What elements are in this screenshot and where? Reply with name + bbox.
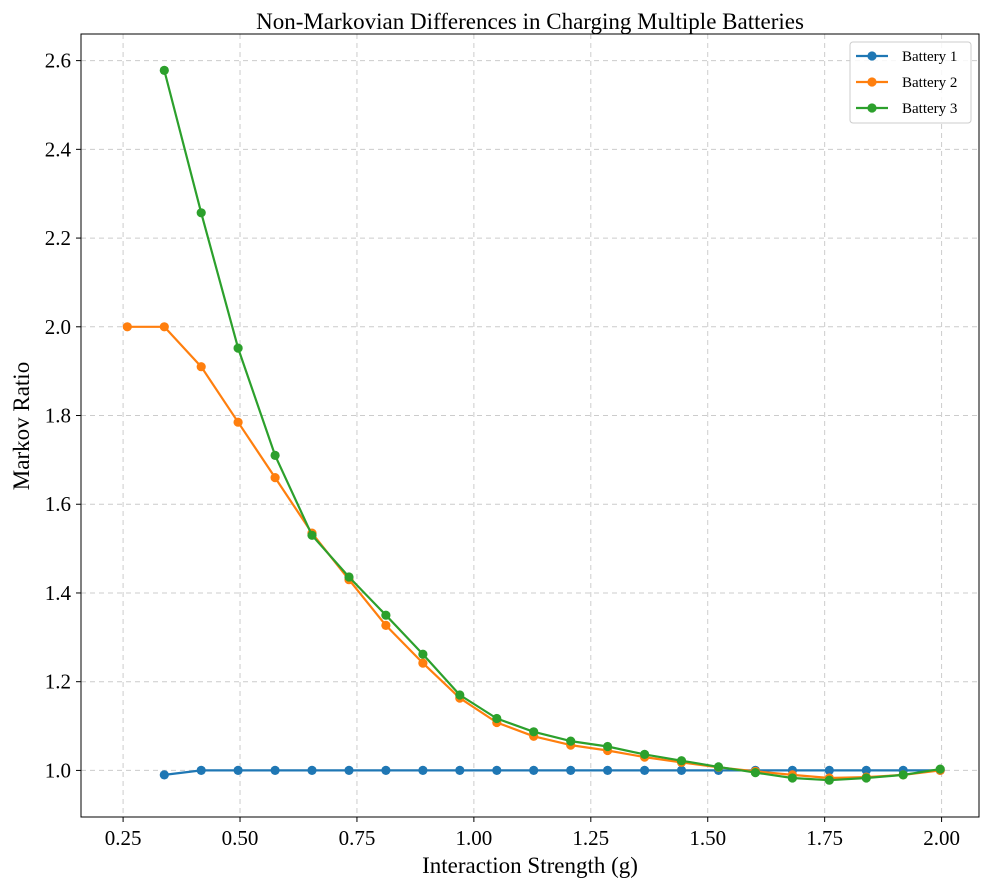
- y-tick-label: 2.0: [45, 315, 71, 339]
- data-point-battery-1: [418, 765, 428, 776]
- y-tick-label: 2.4: [45, 137, 72, 161]
- data-point-battery-3: [233, 343, 243, 353]
- data-point-battery-1: [676, 765, 687, 776]
- data-point-battery-1: [455, 765, 465, 776]
- data-point-battery-3: [935, 764, 945, 774]
- x-tick-label: 2.00: [923, 826, 960, 850]
- series-line-battery-2: [126, 325, 942, 780]
- data-point-battery-1: [381, 765, 391, 776]
- x-tick-label: 0.75: [339, 826, 376, 850]
- data-point-battery-3: [824, 775, 834, 785]
- data-point-battery-1: [270, 765, 280, 776]
- y-tick-label: 1.4: [45, 581, 72, 605]
- data-point-battery-3: [344, 572, 354, 582]
- legend-marker-battery-2: [867, 77, 877, 87]
- series-line-battery-1: [163, 769, 942, 777]
- data-point-battery-1: [640, 765, 650, 776]
- x-tick-label: 1.25: [572, 826, 609, 850]
- plot-frame: [80, 33, 980, 818]
- y-tick-label: 2.6: [45, 49, 71, 73]
- axis-ticks: 0.25 0.50 0.75 1.00 1.25 1.50 1.75 2.00 1.0 1.2 1.…: [45, 49, 960, 850]
- data-point-battery-3: [270, 450, 280, 460]
- data-point-battery-3: [159, 65, 169, 75]
- data-point-battery-3: [750, 768, 761, 778]
- data-point-battery-3: [898, 770, 908, 780]
- x-tick-label: 1.75: [806, 826, 843, 850]
- data-point-battery-1: [196, 765, 206, 776]
- data-point-battery-3: [566, 736, 576, 746]
- chart-title: Non-Markovian Differences in Charging Mu…: [256, 9, 804, 34]
- y-tick-label: 2.2: [45, 226, 71, 250]
- y-tick-label: 1.2: [45, 670, 71, 694]
- y-tick-label: 1.0: [45, 758, 71, 782]
- x-tick-label: 0.25: [105, 826, 142, 850]
- data-point-battery-3: [713, 762, 724, 772]
- data-point-battery-1: [233, 765, 243, 776]
- data-point-battery-1: [824, 765, 834, 776]
- legend-marker-battery-1: [867, 51, 877, 61]
- data-point-battery-3: [676, 756, 687, 766]
- data-point-battery-1: [603, 765, 613, 776]
- x-tick-label: 1.50: [689, 826, 726, 850]
- data-point-battery-2: [418, 658, 428, 668]
- data-point-battery-2: [233, 417, 243, 427]
- legend-marker-battery-3: [867, 103, 877, 113]
- data-point-battery-1: [344, 765, 354, 776]
- data-point-battery-2: [159, 322, 169, 332]
- x-tick-label: 1.00: [456, 826, 493, 850]
- data-point-battery-1: [529, 765, 539, 776]
- data-point-battery-2: [270, 473, 280, 483]
- series-line-battery-3: [163, 69, 942, 782]
- data-point-battery-3: [861, 773, 871, 783]
- data-point-battery-1: [159, 770, 169, 780]
- y-tick-label: 1.6: [45, 492, 71, 516]
- legend-label-battery-2: Battery 2: [902, 75, 957, 91]
- data-point-battery-3: [492, 713, 502, 724]
- x-axis-label: Interaction Strength (g): [422, 853, 638, 878]
- data-point-battery-1: [566, 765, 576, 776]
- x-tick-label: 0.50: [222, 826, 259, 850]
- data-point-battery-3: [418, 649, 428, 659]
- data-point-battery-1: [492, 765, 502, 776]
- data-point-battery-2: [122, 322, 132, 332]
- series-layer: [122, 65, 945, 785]
- legend-label-battery-1: Battery 1: [902, 49, 957, 65]
- y-axis-label: Markov Ratio: [9, 362, 34, 490]
- data-point-battery-3: [455, 690, 465, 700]
- data-point-battery-2: [196, 362, 206, 372]
- data-point-battery-3: [529, 727, 539, 737]
- data-point-battery-1: [861, 765, 871, 776]
- data-point-battery-3: [381, 610, 391, 620]
- legend-label-battery-3: Battery 3: [902, 101, 957, 117]
- grid: [81, 34, 979, 817]
- data-point-battery-3: [196, 208, 206, 218]
- data-point-battery-3: [307, 530, 317, 540]
- data-point-battery-3: [640, 749, 650, 760]
- legend-box: [849, 41, 972, 124]
- legend: Battery 1 Battery 2 Battery 3: [849, 41, 972, 124]
- data-point-battery-3: [603, 741, 613, 752]
- y-tick-label: 1.8: [45, 404, 71, 428]
- data-point-battery-1: [307, 765, 317, 776]
- data-point-battery-3: [787, 773, 798, 783]
- data-point-battery-2: [381, 620, 391, 631]
